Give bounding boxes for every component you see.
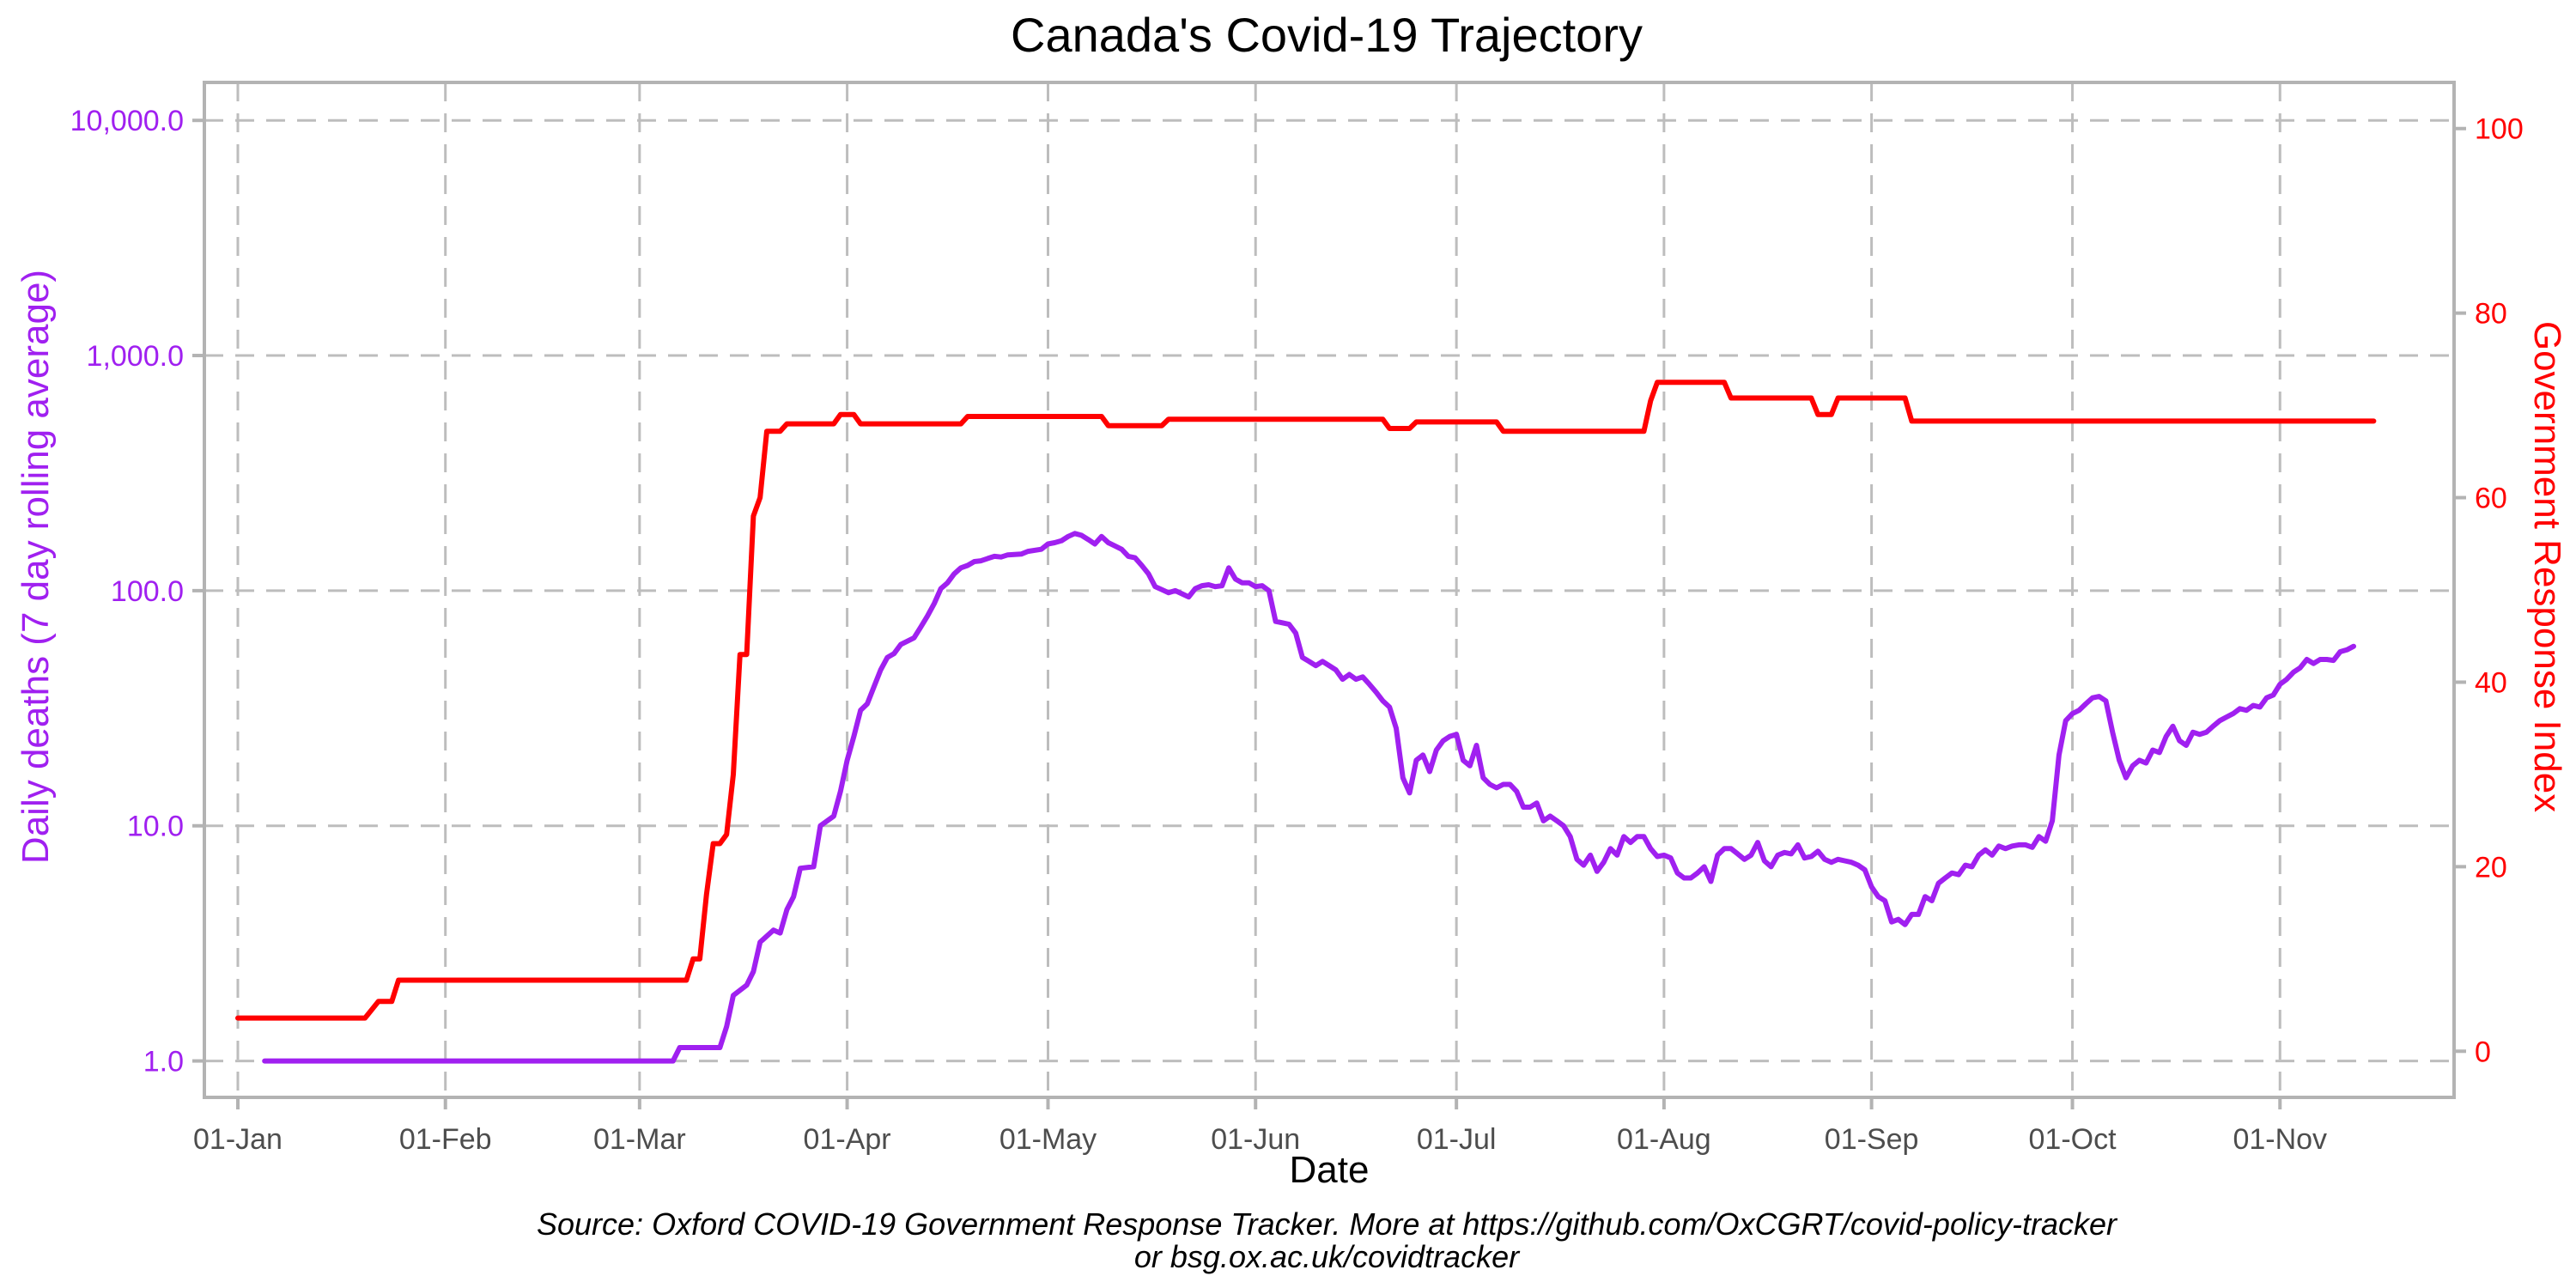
x-tick-label: 01-May [999, 1123, 1097, 1156]
chart-title: Canada's Covid-19 Trajectory [1011, 8, 1643, 62]
left-tick-label: 10,000.0 [70, 105, 184, 137]
x-tick-label: 01-Jul [1417, 1123, 1497, 1156]
x-tick-label: 01-Apr [804, 1123, 891, 1156]
x-tick-label: 01-Feb [399, 1123, 492, 1156]
left-axis: 1.0 10.0 100.0 1,000.0 10,000.0 [70, 105, 204, 1078]
x-tick-label: 01-Oct [2029, 1123, 2117, 1156]
right-axis-title: Government Response Index [2526, 321, 2568, 812]
right-axis: 0 20 40 60 80 100 [2454, 113, 2524, 1068]
source-caption-line-1: Source: Oxford COVID-19 Government Respo… [537, 1206, 2118, 1242]
x-tick-label: 01-Aug [1617, 1123, 1711, 1156]
left-tick-label: 100.0 [111, 575, 184, 608]
right-tick-label: 60 [2475, 483, 2507, 515]
right-tick-label: 40 [2475, 666, 2507, 699]
x-axis: 01-Jan 01-Feb 01-Mar 01-Apr 01-May 01-Jun 01-J… [193, 1097, 2327, 1156]
x-tick-label: 01-Nov [2233, 1123, 2327, 1156]
x-tick-label: 01-Mar [593, 1123, 686, 1156]
left-tick-label: 10.0 [127, 811, 184, 843]
government-response-index-line [235, 380, 2377, 1021]
x-tick-label: 01-Sep [1825, 1123, 1919, 1156]
right-tick-label: 100 [2475, 113, 2524, 146]
x-axis-title: Date [1290, 1149, 1370, 1191]
left-axis-title: Daily deaths (7 day rolling average) [15, 270, 57, 864]
left-tick-label: 1,000.0 [87, 340, 184, 373]
daily-deaths-line [262, 531, 2356, 1064]
grid [204, 82, 2454, 1097]
x-tick-label: 01-Jan [193, 1123, 283, 1156]
right-tick-label: 20 [2475, 851, 2507, 884]
x-tick-label: 01-Jun [1211, 1123, 1300, 1156]
series-layer [235, 380, 2377, 1064]
source-caption-line-2: or bsg.ox.ac.uk/covidtracker [1134, 1239, 1521, 1274]
right-tick-label: 0 [2475, 1036, 2491, 1068]
right-tick-label: 80 [2475, 298, 2507, 331]
left-tick-label: 1.0 [143, 1046, 184, 1078]
